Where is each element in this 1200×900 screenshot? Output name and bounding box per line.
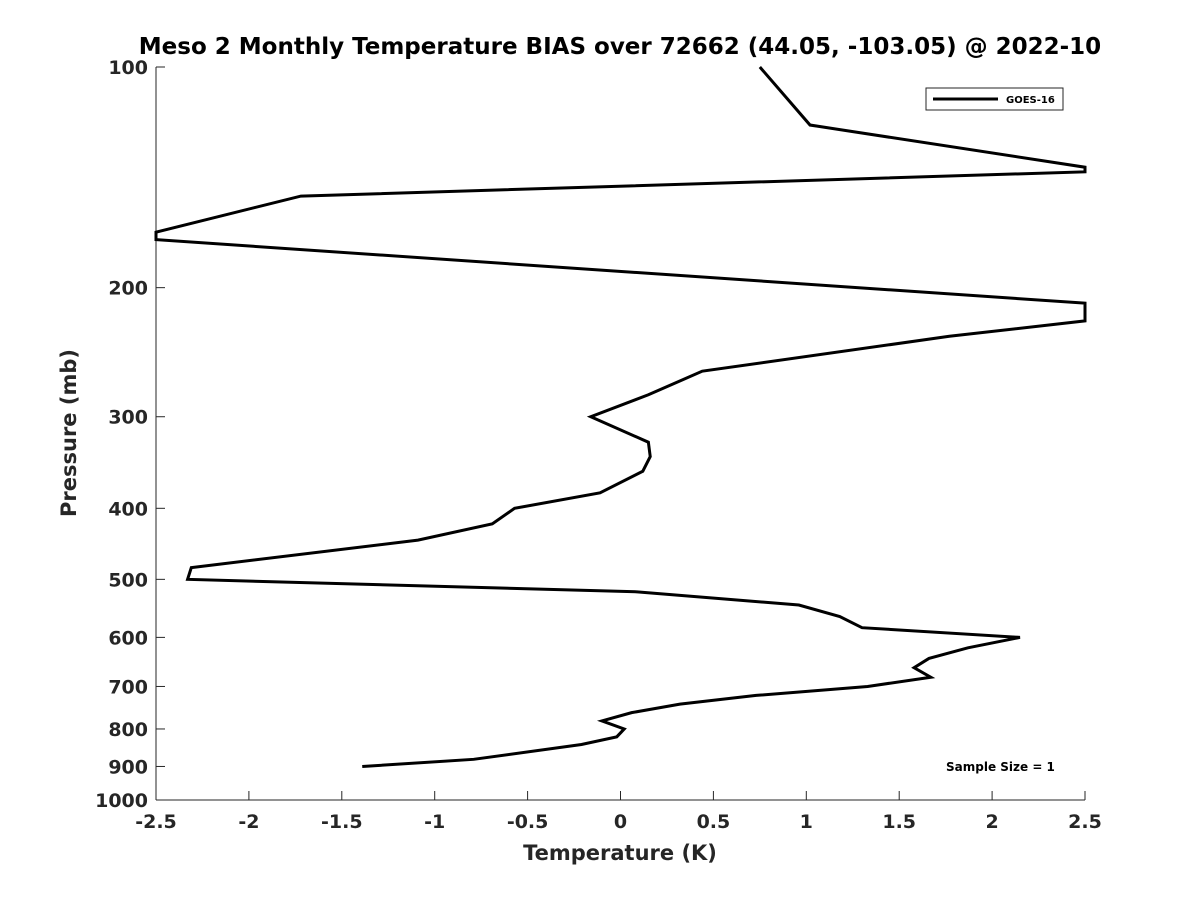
y-axis: 100 200 300 400 500 600 700 800 900 1000 [95, 57, 165, 812]
x-axis-title: Temperature (K) [523, 841, 717, 865]
x-tick-label: 1 [800, 811, 813, 833]
y-tick-label: 800 [108, 719, 148, 741]
x-tick-label: -0.5 [507, 811, 549, 833]
x-tick-label: 0 [614, 811, 627, 833]
y-tick-label: 400 [108, 498, 148, 520]
x-tick-label: -2.5 [135, 811, 177, 833]
y-tick-label: 700 [108, 676, 148, 698]
y-tick-label: 200 [108, 278, 148, 300]
y-tick-label: 100 [108, 57, 148, 79]
series-layer [154, 66, 1087, 768]
x-axis: -2.5 -2 -1.5 -1 -0.5 0 0.5 1 1.5 2 2.5 [135, 791, 1102, 833]
y-tick-label: 1000 [95, 790, 148, 812]
y-tick-label: 300 [108, 407, 148, 429]
chart-title: Meso 2 Monthly Temperature BIAS over 726… [139, 34, 1101, 60]
x-tick-label: 1.5 [882, 811, 916, 833]
x-tick-label: -1.5 [321, 811, 363, 833]
series-line-goes-16 [154, 66, 1087, 768]
x-tick-label: 2 [985, 811, 998, 833]
legend: GOES-16 [925, 87, 1064, 111]
y-tick-label: 600 [108, 627, 148, 649]
legend-label-goes-16: GOES-16 [1006, 95, 1055, 106]
sample-size-annotation: Sample Size = 1 [946, 760, 1055, 774]
x-tick-label: -2 [238, 811, 259, 833]
x-tick-label: -1 [424, 811, 445, 833]
y-tick-label: 900 [108, 756, 148, 778]
y-axis-title: Pressure (mb) [57, 349, 81, 517]
x-tick-label: 2.5 [1068, 811, 1102, 833]
x-tick-label: 0.5 [697, 811, 731, 833]
y-tick-label: 500 [108, 569, 148, 591]
